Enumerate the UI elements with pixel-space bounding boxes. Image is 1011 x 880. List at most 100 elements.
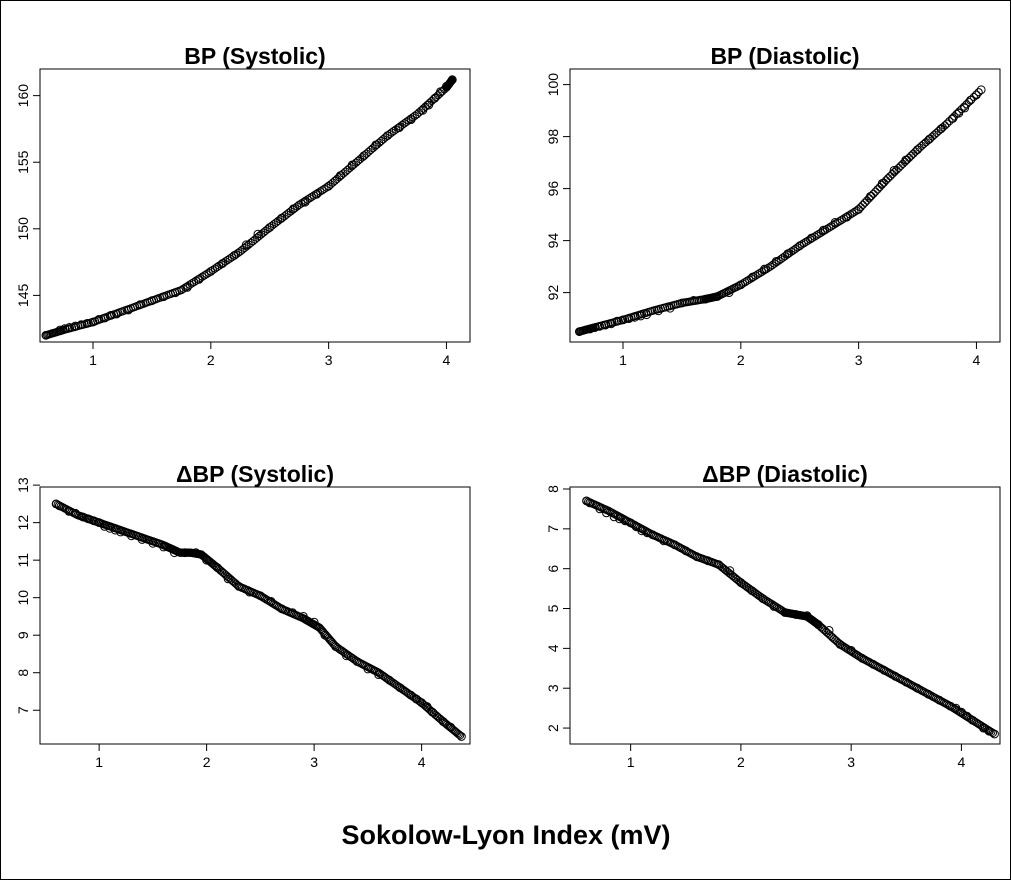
data-point (725, 566, 735, 576)
data-point (342, 651, 351, 661)
data-point (701, 294, 710, 304)
data-point (612, 316, 622, 326)
data-point (972, 90, 981, 100)
data-point (681, 546, 691, 556)
data-point (901, 677, 911, 687)
data-point (884, 174, 893, 183)
data-point (636, 311, 646, 321)
chart-title: BP (Systolic) (184, 43, 325, 69)
curve-points (575, 88, 983, 336)
data-point (924, 134, 934, 144)
data-point (595, 322, 604, 331)
x-tick-label: 1 (95, 754, 103, 770)
data-point (813, 620, 823, 629)
data-point (398, 120, 407, 130)
data-point (780, 608, 790, 617)
data-point (418, 105, 428, 115)
data-point (868, 659, 878, 669)
data-point (200, 271, 209, 280)
y-tick-label: 98 (545, 129, 561, 145)
data-point (575, 327, 584, 337)
data-point (871, 187, 880, 196)
y-tick-label: 92 (545, 285, 561, 301)
data-point (712, 292, 722, 301)
data-point (816, 228, 825, 237)
data-point (383, 131, 392, 141)
data-point (766, 262, 775, 271)
data-point (780, 252, 790, 261)
data-point (300, 197, 310, 207)
data-point (106, 311, 116, 320)
data-point (191, 548, 201, 558)
data-point (347, 160, 357, 170)
data-point (456, 731, 465, 740)
data-point (812, 231, 821, 240)
data-point (41, 330, 51, 340)
data-point (936, 124, 946, 134)
data-point (135, 300, 145, 310)
data-point (54, 501, 64, 511)
data-point (309, 617, 319, 627)
data-point (363, 664, 373, 674)
chart-title: ΔBP (Systolic) (176, 461, 334, 487)
data-point (225, 254, 234, 263)
data-point (824, 626, 834, 635)
data-point (637, 526, 647, 536)
data-point (295, 200, 304, 209)
data-point (204, 268, 213, 277)
data-point (976, 85, 986, 95)
data-point (436, 87, 445, 96)
y-tick-label: 155 (15, 150, 31, 174)
plot-frame (39, 486, 471, 745)
data-point (835, 640, 845, 649)
data-point (213, 563, 222, 573)
data-point (846, 646, 856, 655)
data-point (126, 531, 136, 541)
data-point (618, 315, 628, 325)
data-point (795, 241, 805, 251)
data-point (232, 250, 241, 259)
x-tick-label: 3 (847, 754, 855, 770)
data-point (112, 309, 121, 319)
data-point (823, 224, 832, 233)
y-tick-label: 100 (545, 73, 561, 97)
data-point (642, 310, 651, 320)
data-point (860, 198, 870, 207)
data-point (901, 155, 911, 165)
data-point (602, 508, 611, 518)
data-point (630, 312, 640, 322)
y-tick-label: 8 (15, 669, 31, 677)
data-point (758, 594, 768, 603)
data-point (873, 185, 882, 194)
y-tick-label: 12 (15, 515, 31, 531)
data-point (659, 536, 669, 546)
data-point (753, 270, 762, 279)
y-tick-label: 6 (545, 565, 561, 573)
chart-panel-2: BP (Diastolic) 1 2 3 4 92 94 96 98 100 (545, 43, 1001, 368)
data-point (179, 284, 188, 293)
data-point (202, 555, 212, 565)
chart-panel-1: BP (Systolic) 1 2 3 4 145 150 155 160 (15, 43, 471, 368)
data-series (582, 496, 999, 739)
data-point (446, 722, 456, 732)
data-point (909, 149, 918, 158)
data-point (447, 75, 457, 85)
data-point (829, 220, 838, 230)
data-point (979, 723, 988, 733)
data-point (654, 306, 663, 316)
data-point (299, 612, 308, 621)
y-tick-label: 9 (15, 631, 31, 639)
data-point (907, 151, 916, 160)
data-point (648, 530, 658, 540)
data-point (196, 274, 205, 283)
curve-points (52, 499, 465, 740)
data-point (865, 194, 874, 203)
data-point (615, 514, 624, 524)
data-point (394, 123, 404, 132)
data-point (185, 280, 194, 289)
data-point (585, 498, 595, 508)
data-point (234, 582, 244, 591)
